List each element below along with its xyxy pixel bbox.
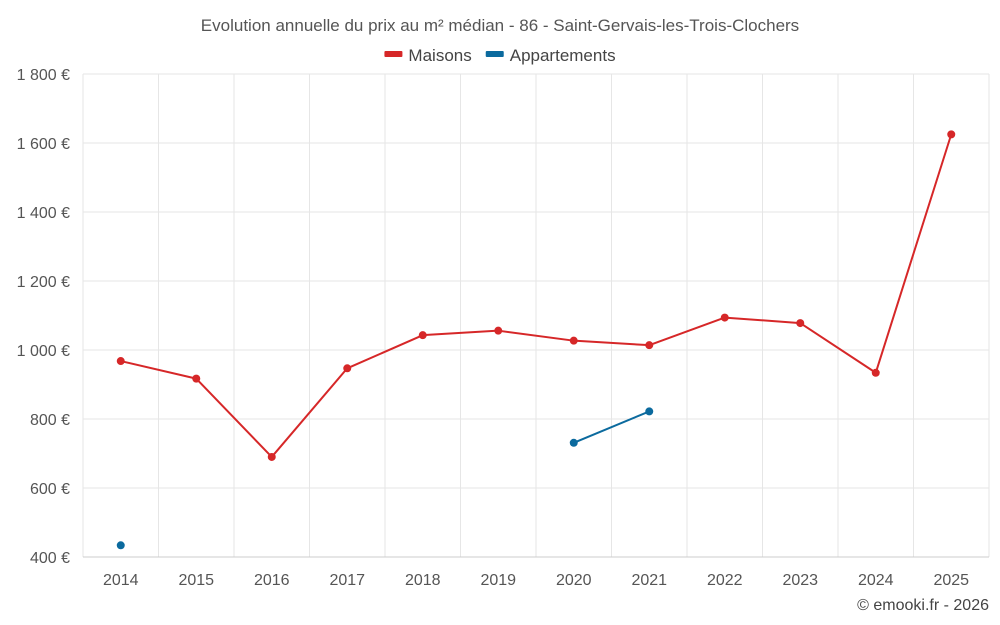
y-tick-label: 800 € xyxy=(30,412,70,429)
data-point[interactable] xyxy=(418,331,427,340)
data-point[interactable] xyxy=(116,357,125,366)
data-point[interactable] xyxy=(947,130,956,139)
y-tick-label: 600 € xyxy=(30,481,70,498)
x-axis: 2014 2015 2016 2017 2018 2019 2020 2021 2022 2023… xyxy=(103,572,969,589)
x-tick-label: 2025 xyxy=(933,572,969,589)
data-point[interactable] xyxy=(569,336,578,345)
credit-text: © emooki.fr - 2026 xyxy=(857,597,989,614)
x-tick-label: 2023 xyxy=(782,572,818,589)
x-tick-label: 2014 xyxy=(103,572,139,589)
chart-title: Evolution annuelle du prix au m² médian … xyxy=(201,16,799,35)
legend: Maisons Appartements xyxy=(384,46,616,65)
data-point[interactable] xyxy=(192,374,201,383)
y-tick-label: 1 400 € xyxy=(17,205,70,222)
y-tick-label: 1 000 € xyxy=(17,343,70,360)
x-tick-label: 2017 xyxy=(329,572,365,589)
x-tick-label: 2021 xyxy=(631,572,667,589)
data-point[interactable] xyxy=(871,368,880,377)
x-tick-label: 2015 xyxy=(178,572,214,589)
x-tick-label: 2020 xyxy=(556,572,592,589)
series-line xyxy=(573,410,650,444)
x-tick-label: 2016 xyxy=(254,572,290,589)
x-tick-label: 2024 xyxy=(858,572,894,589)
y-tick-label: 1 600 € xyxy=(17,136,70,153)
data-point[interactable] xyxy=(494,326,503,335)
series-line xyxy=(120,134,953,458)
data-point[interactable] xyxy=(720,313,729,322)
data-point[interactable] xyxy=(645,407,654,416)
y-axis: 400 € 600 € 800 € 1 000 € 1 200 € 1 400 € 1 60… xyxy=(17,67,70,567)
data-point[interactable] xyxy=(343,364,352,373)
data-point[interactable] xyxy=(569,438,578,447)
data-point[interactable] xyxy=(267,452,276,461)
data-point[interactable] xyxy=(645,341,654,350)
x-gridlines xyxy=(82,74,990,557)
legend-swatch-appartements[interactable] xyxy=(485,51,504,57)
series-layer xyxy=(116,130,956,550)
y-tick-label: 400 € xyxy=(30,550,70,567)
x-tick-label: 2022 xyxy=(707,572,743,589)
legend-swatch-maisons[interactable] xyxy=(384,51,403,57)
data-point[interactable] xyxy=(796,319,805,328)
data-point[interactable] xyxy=(116,541,125,550)
series-appartements xyxy=(116,407,654,550)
x-tick-label: 2018 xyxy=(405,572,441,589)
series-maisons xyxy=(116,130,956,461)
legend-label: Appartements xyxy=(510,46,616,65)
x-tick-label: 2019 xyxy=(480,572,516,589)
y-tick-label: 1 200 € xyxy=(17,274,70,291)
y-tick-label: 1 800 € xyxy=(17,67,70,84)
legend-label: Maisons xyxy=(408,46,471,65)
